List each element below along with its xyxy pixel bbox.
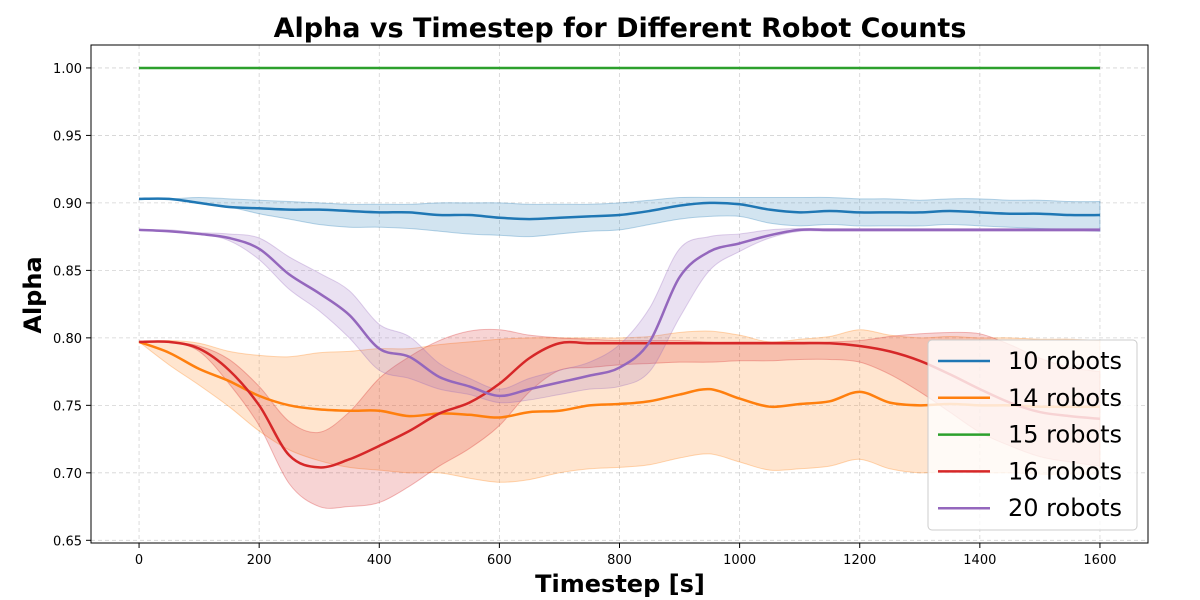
confidence-bands bbox=[137, 196, 1101, 509]
x-tick-label: 400 bbox=[367, 553, 392, 568]
band-20-robots bbox=[139, 227, 1101, 404]
x-tick-label: 600 bbox=[487, 553, 512, 568]
y-axis-label: Alpha bbox=[19, 256, 47, 333]
band-10-robots bbox=[139, 196, 1101, 238]
legend: 10 robots 14 robots 15 robots 16 robots 20 r… bbox=[927, 339, 1138, 531]
x-tick-label: 1400 bbox=[963, 553, 996, 568]
line-20-robots bbox=[138, 228, 1100, 398]
legend-box bbox=[927, 339, 1138, 531]
legend-label-14-robots: 14 robots bbox=[1008, 384, 1122, 412]
x-tick-label: 1600 bbox=[1083, 553, 1116, 568]
y-tick-label: 0.95 bbox=[53, 129, 82, 144]
x-tick-label: 1000 bbox=[723, 553, 756, 568]
x-axis-label: Timestep [s] bbox=[535, 570, 705, 598]
legend-label-10-robots: 10 robots bbox=[1008, 347, 1122, 375]
y-tick-label: 0.70 bbox=[53, 467, 82, 482]
y-tick-label: 1.00 bbox=[53, 62, 82, 77]
line-10-robots bbox=[139, 197, 1100, 221]
legend-label-20-robots: 20 robots bbox=[1008, 494, 1122, 522]
x-tick-label: 0 bbox=[135, 553, 143, 568]
axis-ticks: 0 200 400 600 800 1000 1200 1400 1600 0.65 0.70 0.7… bbox=[53, 62, 1116, 568]
chart-title: Alpha vs Timestep for Different Robot Co… bbox=[274, 13, 967, 44]
x-tick-label: 1200 bbox=[843, 553, 876, 568]
y-tick-label: 0.85 bbox=[53, 264, 82, 279]
y-tick-label: 0.65 bbox=[53, 534, 82, 549]
x-tick-label: 200 bbox=[247, 553, 272, 568]
y-tick-label: 0.80 bbox=[53, 332, 82, 347]
legend-label-16-robots: 16 robots bbox=[1008, 457, 1122, 485]
x-tick-label: 800 bbox=[607, 553, 632, 568]
legend-label-15-robots: 15 robots bbox=[1008, 421, 1122, 449]
y-tick-label: 0.90 bbox=[53, 197, 82, 212]
y-tick-label: 0.75 bbox=[53, 399, 82, 414]
